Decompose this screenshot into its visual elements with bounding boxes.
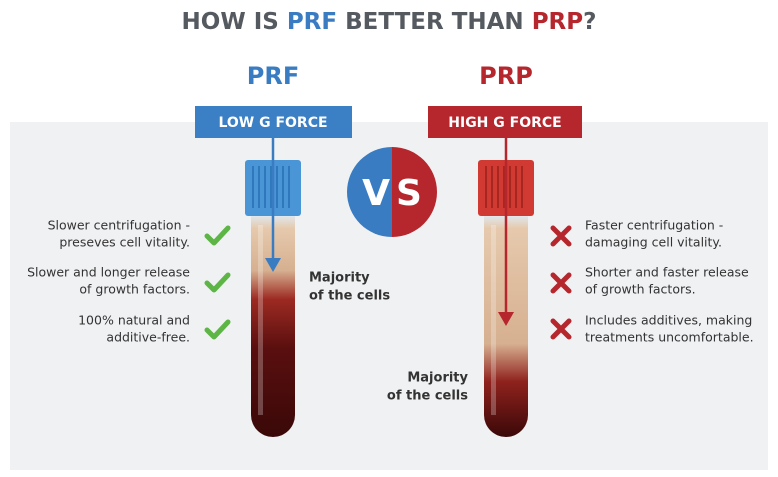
prp-label: PRP — [479, 62, 533, 90]
point: Slower and longer release — [27, 265, 190, 280]
point: of growth factors. — [585, 282, 696, 297]
majority: Majority — [407, 371, 468, 386]
point: additive-free. — [106, 330, 190, 345]
point: of growth factors. — [79, 282, 190, 297]
force-label: LOW G FORCE — [218, 115, 327, 131]
vs-letter: S — [396, 173, 422, 214]
cap-ridges — [252, 166, 290, 208]
title-part: PRF — [287, 9, 337, 35]
point: damaging cell vitality. — [585, 235, 722, 250]
point: treatments uncomfortable. — [585, 330, 754, 345]
tube-shine — [258, 225, 263, 415]
majority: Majority — [309, 271, 370, 286]
title-part: BETTER THAN — [337, 9, 532, 35]
point: 100% natural and — [78, 313, 190, 328]
arrow-head — [265, 258, 281, 272]
title: HOW IS PRF BETTER THAN PRP? — [182, 9, 597, 35]
crosses — [550, 225, 572, 340]
majority: of the cells — [309, 289, 390, 304]
point: Slower centrifugation - — [48, 218, 190, 233]
checks — [204, 225, 231, 340]
cap-ridges — [485, 166, 523, 208]
vs-right — [392, 147, 437, 237]
vs-letter: V — [362, 173, 390, 214]
force-box — [195, 106, 352, 138]
point: Shorter and faster release — [585, 265, 749, 280]
majority: of the cells — [387, 389, 468, 404]
title-part: HOW IS — [182, 9, 287, 35]
title-part: ? — [583, 9, 596, 35]
tube-shine — [491, 225, 496, 415]
force-box — [428, 106, 582, 138]
force-label: HIGH G FORCE — [448, 115, 561, 131]
point: Faster centrifugation - — [585, 218, 723, 233]
vs-left — [347, 147, 392, 237]
point: Includes additives, making — [585, 313, 752, 328]
title-part: PRP — [532, 9, 583, 35]
point: preseves cell vitality. — [59, 235, 190, 250]
arrow-head — [498, 312, 514, 326]
prf-label: PRF — [247, 62, 299, 90]
tube — [251, 215, 295, 437]
